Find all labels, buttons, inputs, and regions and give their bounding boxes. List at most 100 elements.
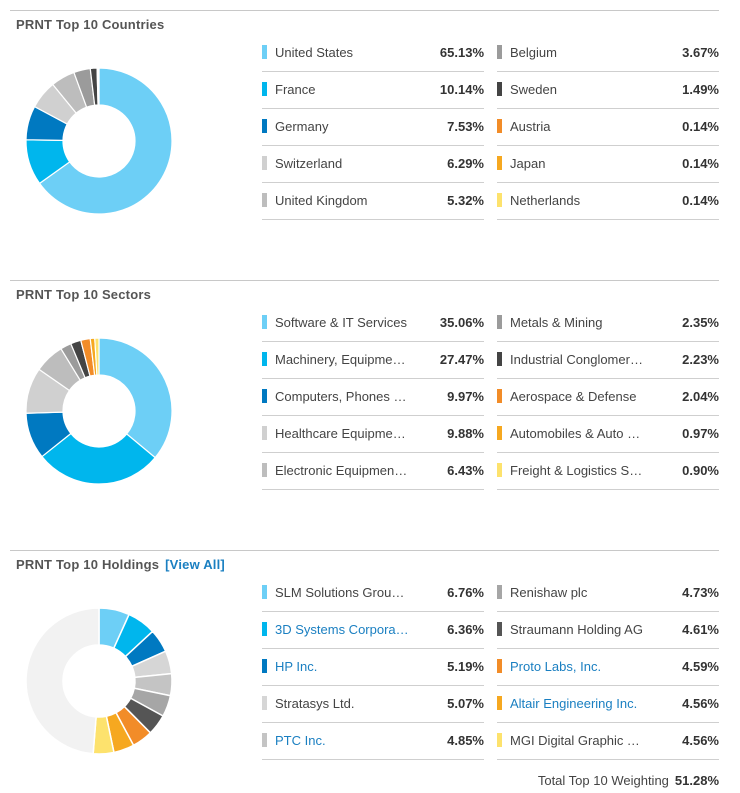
- list-item: Stratasys Ltd. 5.07%: [262, 686, 484, 723]
- legend-swatch: [497, 426, 502, 440]
- holding-weight: 4.59%: [682, 659, 719, 674]
- section-divider: [10, 10, 719, 11]
- legend-swatch: [262, 352, 267, 366]
- holdings-section: PRNT Top 10 Holdings [View All] SLM Solut…: [10, 550, 719, 793]
- legend-swatch: [497, 315, 502, 329]
- legend-swatch: [497, 82, 502, 96]
- list-item: 3D Systems Corporation 6.36%: [262, 612, 484, 649]
- holding-weight: 4.56%: [682, 733, 719, 748]
- list-item: Altair Engineering Inc. 4.56%: [497, 686, 719, 723]
- donut-segment-other: [25, 607, 100, 755]
- country-name: Netherlands: [510, 193, 581, 208]
- country-weight: 0.14%: [682, 193, 719, 208]
- legend-swatch: [497, 659, 502, 673]
- legend-swatch: [497, 119, 502, 133]
- country-name: Belgium: [510, 45, 557, 60]
- donut-segment: [41, 432, 156, 485]
- view-all-link[interactable]: [View All]: [165, 557, 225, 572]
- list-item: Machinery, Equipment & Components 27.47%: [262, 342, 484, 379]
- legend-swatch: [262, 426, 267, 440]
- sector-name: Electronic Equipment & Parts: [275, 463, 410, 478]
- sector-name: Aerospace & Defense: [510, 389, 637, 404]
- country-weight: 5.32%: [447, 193, 484, 208]
- sector-weight: 9.97%: [447, 389, 484, 404]
- legend-swatch: [262, 156, 267, 170]
- holding-weight: 5.07%: [447, 696, 484, 711]
- holding-name: SLM Solutions Group AG: [275, 585, 410, 600]
- sector-weight: 2.23%: [682, 352, 719, 367]
- list-item: Automobiles & Auto Parts 0.97%: [497, 416, 719, 453]
- legend-swatch: [262, 82, 267, 96]
- holding-link[interactable]: PTC Inc.: [275, 733, 326, 748]
- list-item: United States 65.13%: [262, 35, 484, 72]
- list-item: Proto Labs, Inc. 4.59%: [497, 649, 719, 686]
- sector-name: Freight & Logistics Services: [510, 463, 645, 478]
- sector-name: Automobiles & Auto Parts: [510, 426, 645, 441]
- sectors-list-right: Metals & Mining 2.35% Industrial Conglome…: [497, 305, 719, 490]
- donut-segment: [94, 337, 100, 376]
- holding-link[interactable]: Proto Labs, Inc.: [510, 659, 602, 674]
- legend-swatch: [497, 156, 502, 170]
- list-item: Healthcare Equipment & Supplies 9.88%: [262, 416, 484, 453]
- countries-donut-chart: [25, 67, 173, 215]
- countries-title: PRNT Top 10 Countries: [16, 17, 165, 32]
- country-name: Austria: [510, 119, 551, 134]
- legend-swatch: [262, 45, 267, 59]
- holdings-donut-chart: [25, 607, 173, 755]
- legend-swatch: [497, 389, 502, 403]
- list-item: HP Inc. 5.19%: [262, 649, 484, 686]
- country-name: Sweden: [510, 82, 557, 97]
- legend-swatch: [262, 585, 267, 599]
- sector-weight: 9.88%: [447, 426, 484, 441]
- holdings-title: PRNT Top 10 Holdings [View All]: [16, 557, 225, 572]
- legend-swatch: [262, 389, 267, 403]
- list-item: Metals & Mining 2.35%: [497, 305, 719, 342]
- list-item: France 10.14%: [262, 72, 484, 109]
- list-item: Belgium 3.67%: [497, 35, 719, 72]
- country-weight: 3.67%: [682, 45, 719, 60]
- country-name: Japan: [510, 156, 546, 171]
- country-weight: 10.14%: [439, 82, 484, 97]
- legend-swatch: [262, 463, 267, 477]
- holding-weight: 4.61%: [682, 622, 719, 637]
- holding-name: Straumann Holding AG: [510, 622, 643, 637]
- countries-section: PRNT Top 10 Countries United States 65.13…: [10, 10, 719, 240]
- list-item: Switzerland 6.29%: [262, 146, 484, 183]
- legend-swatch: [497, 696, 502, 710]
- sector-weight: 0.90%: [682, 463, 719, 478]
- holding-link[interactable]: HP Inc.: [275, 659, 318, 674]
- holding-link[interactable]: 3D Systems Corporation: [275, 622, 410, 637]
- list-item: Aerospace & Defense 2.04%: [497, 379, 719, 416]
- holding-name: MGI Digital Graphic Technology: [510, 733, 645, 748]
- list-item: Freight & Logistics Services 0.90%: [497, 453, 719, 490]
- sectors-donut-chart: [25, 337, 173, 485]
- sector-weight: 27.47%: [439, 352, 484, 367]
- legend-swatch: [497, 622, 502, 636]
- list-item: Computers, Phones & Household Electronic…: [262, 379, 484, 416]
- holding-weight: 4.56%: [682, 696, 719, 711]
- list-item: Software & IT Services 35.06%: [262, 305, 484, 342]
- section-divider: [10, 550, 719, 551]
- sectors-list-left: Software & IT Services 35.06% Machinery, …: [262, 305, 484, 490]
- list-item: Japan 0.14%: [497, 146, 719, 183]
- country-name: Switzerland: [275, 156, 343, 171]
- holdings-list-left: SLM Solutions Group AG 6.76% 3D Systems C…: [262, 575, 484, 760]
- legend-swatch: [497, 193, 502, 207]
- holding-link[interactable]: Altair Engineering Inc.: [510, 696, 638, 711]
- legend-swatch: [497, 463, 502, 477]
- legend-swatch: [262, 659, 267, 673]
- sector-weight: 6.43%: [447, 463, 484, 478]
- legend-swatch: [262, 733, 267, 747]
- holdings-list-right: Renishaw plc 4.73% Straumann Holding AG 4.…: [497, 575, 719, 760]
- list-item: Sweden 1.49%: [497, 72, 719, 109]
- country-weight: 0.14%: [682, 119, 719, 134]
- country-name: United States: [275, 45, 354, 60]
- sector-name: Computers, Phones & Household Electronic…: [275, 389, 410, 404]
- country-weight: 0.14%: [682, 156, 719, 171]
- country-weight: 6.29%: [447, 156, 484, 171]
- list-item: PTC Inc. 4.85%: [262, 723, 484, 760]
- legend-swatch: [262, 696, 267, 710]
- total-weighting: Total Top 10 Weighting 51.28%: [538, 773, 719, 788]
- list-item: Netherlands 0.14%: [497, 183, 719, 220]
- sector-weight: 0.97%: [682, 426, 719, 441]
